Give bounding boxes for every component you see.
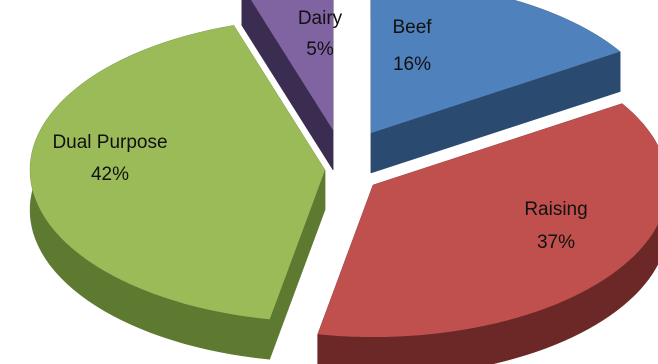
- pie-slice-raising: [317, 103, 658, 337]
- slice-percent-label-dual-purpose: 42%: [91, 164, 129, 185]
- slice-category-label-dual-purpose: Dual Purpose: [52, 132, 167, 153]
- pie-slice-beef: [371, 0, 621, 133]
- pie-slice-dual-purpose: [30, 25, 325, 320]
- slice-tops: [30, 0, 658, 337]
- slice-percent-label-beef: 16%: [393, 54, 431, 75]
- slice-category-label-beef: Beef: [392, 17, 432, 38]
- slice-category-label-raising: Raising: [524, 199, 587, 220]
- slice-percent-label-dairy: 5%: [306, 39, 334, 60]
- slice-category-label-dairy: Dairy: [298, 8, 343, 29]
- pie-slice-dairy: [251, 0, 333, 130]
- slice-percent-label-raising: 37%: [537, 232, 575, 253]
- slice-labels: Beef 16% Raising 37% Dual Purpose 42% Dairy 5%: [52, 8, 587, 253]
- slice-side-raising-0: [317, 103, 658, 364]
